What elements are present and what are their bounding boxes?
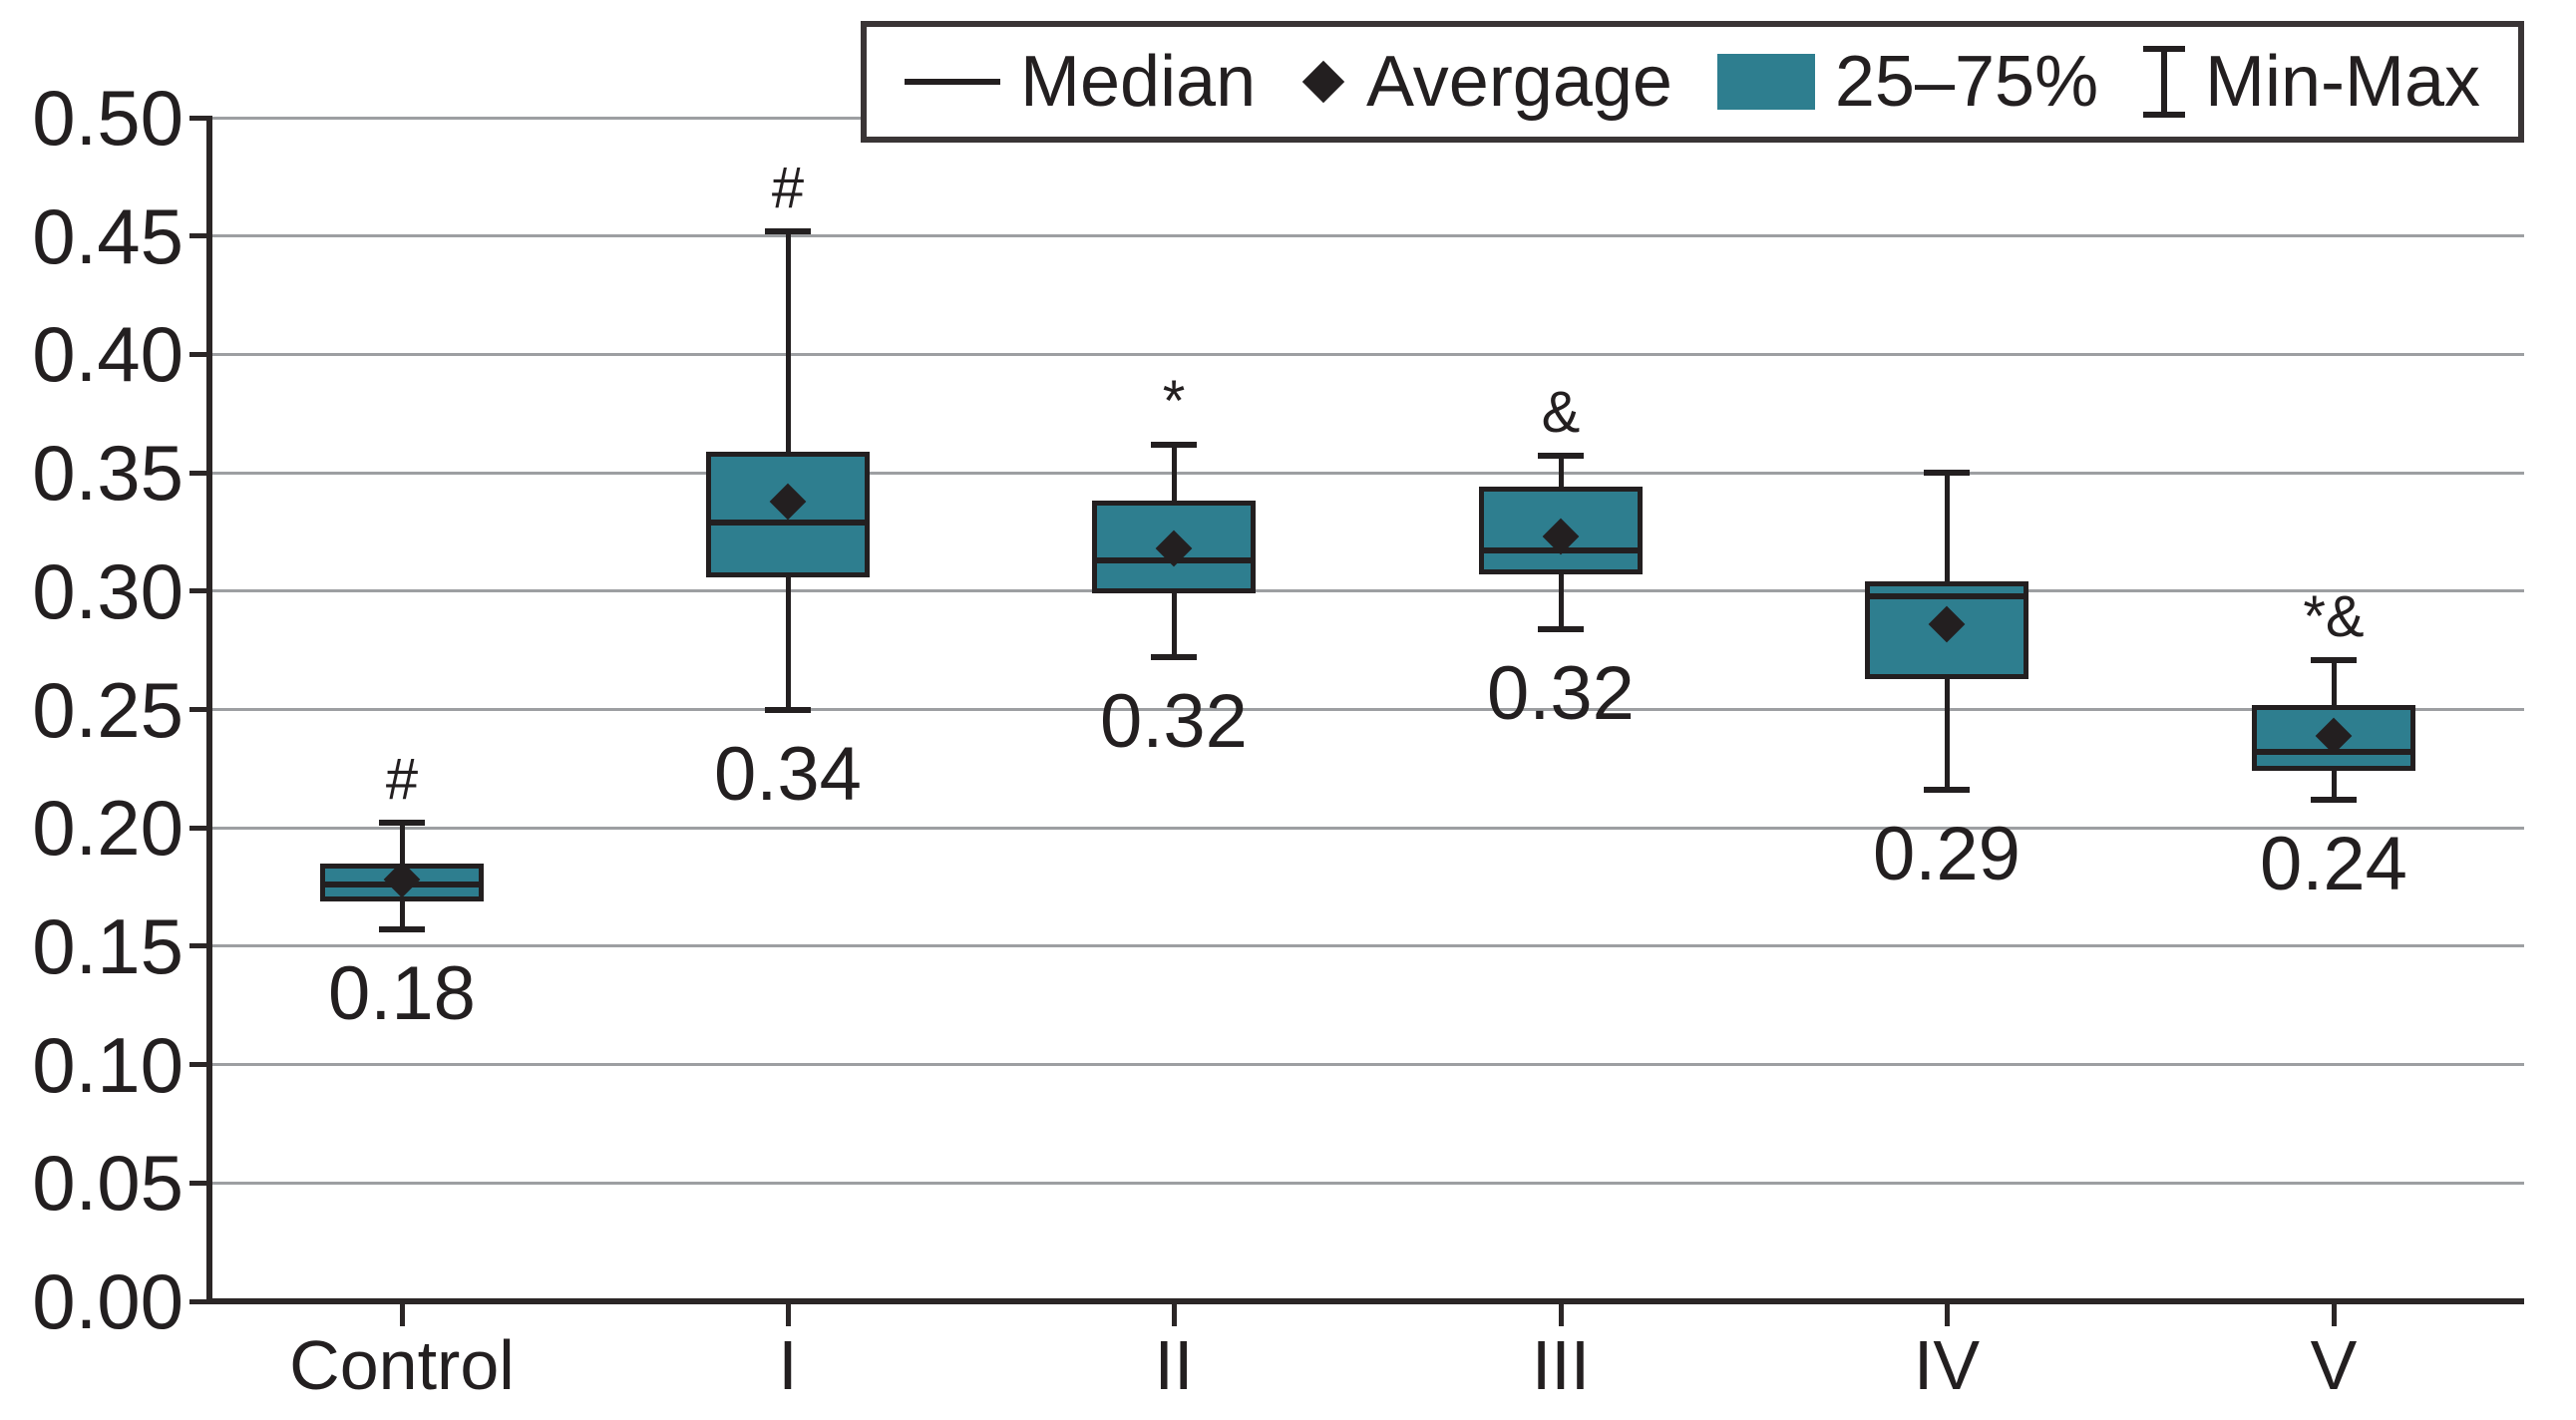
- legend-label-average: Avergage: [1366, 42, 1672, 122]
- gridline: [209, 471, 2524, 475]
- y-tick-label: 0.05: [32, 1139, 184, 1228]
- annotation: *&: [2303, 583, 2365, 649]
- y-tick-label: 0.40: [32, 310, 184, 399]
- y-tick-label: 0.50: [32, 74, 184, 162]
- value-label: 0.18: [328, 951, 476, 1037]
- legend-item-average: Avergage: [1300, 46, 1672, 118]
- annotation: &: [1541, 380, 1581, 446]
- box-swatch-icon: [1716, 54, 1815, 110]
- annotation: #: [385, 747, 419, 813]
- value-label: 0.32: [1100, 679, 1248, 765]
- legend-label-minmax: Min-Max: [2204, 42, 2480, 122]
- x-tick-label: II: [1154, 1326, 1194, 1404]
- gridline: [209, 234, 2524, 238]
- value-label: 0.24: [2260, 821, 2407, 906]
- gridline: [209, 826, 2524, 830]
- y-tick: [189, 1180, 209, 1186]
- y-tick-label: 0.20: [32, 784, 184, 873]
- y-tick: [189, 943, 209, 949]
- y-tick: [189, 351, 209, 357]
- annotation: #: [771, 155, 805, 220]
- y-tick-label: 0.45: [32, 191, 184, 280]
- legend-label-iqr: 25–75%: [1834, 42, 2099, 122]
- y-axis: [206, 116, 212, 1304]
- whisker-cap-top: [1151, 441, 1197, 448]
- y-tick: [189, 233, 209, 239]
- y-tick-label: 0.15: [32, 901, 184, 990]
- value-label: 0.34: [714, 731, 862, 817]
- x-tick: [1558, 1304, 1564, 1326]
- x-tick-label: Control: [289, 1326, 515, 1404]
- whisker-cap-bottom: [2311, 796, 2357, 803]
- y-tick-label: 0.00: [32, 1257, 184, 1345]
- whisker-cap-bottom: [1151, 654, 1197, 661]
- x-tick: [1171, 1304, 1177, 1326]
- median-line-icon: [905, 79, 1000, 85]
- x-tick: [785, 1304, 791, 1326]
- x-axis: [206, 1298, 2524, 1304]
- whisker-cap-top: [765, 227, 811, 234]
- whisker-cap-top: [379, 820, 425, 827]
- x-tick-label: IV: [1913, 1326, 1981, 1404]
- y-tick: [189, 825, 209, 831]
- whisker-cap-bottom: [1538, 625, 1584, 632]
- median-line: [1865, 592, 2028, 599]
- gridline: [209, 1063, 2524, 1067]
- whisker-cap-top: [1924, 470, 1970, 477]
- gridline: [209, 944, 2524, 948]
- gridline: [209, 352, 2524, 356]
- x-tick: [1944, 1304, 1950, 1326]
- whisker-cap-bottom: [765, 706, 811, 713]
- y-tick: [189, 588, 209, 594]
- y-tick: [189, 1298, 209, 1304]
- legend-item-minmax: Min-Max: [2142, 42, 2480, 122]
- annotation: *: [1162, 368, 1186, 434]
- gridline: [209, 708, 2524, 711]
- whisker-cap-top: [2311, 656, 2357, 663]
- whisker-cap-bottom: [379, 926, 425, 933]
- y-tick: [189, 1062, 209, 1068]
- legend-label-median: Median: [1020, 42, 1257, 122]
- median-line: [706, 519, 870, 526]
- value-label: 0.29: [1873, 812, 2021, 897]
- legend: Median Avergage 25–75% Min-Max: [861, 21, 2524, 143]
- whisker-cap-top: [1538, 453, 1584, 460]
- legend-item-iqr: 25–75%: [1716, 42, 2099, 122]
- legend-item-median: Median: [905, 46, 1256, 118]
- minmax-whisker-icon: [2142, 46, 2185, 118]
- gridline: [209, 589, 2524, 593]
- y-tick: [189, 470, 209, 476]
- whisker-cap-bottom: [1924, 787, 1970, 794]
- value-label: 0.32: [1487, 650, 1635, 736]
- x-tick-label: I: [778, 1326, 798, 1404]
- y-tick-label: 0.35: [32, 429, 184, 518]
- y-tick: [189, 707, 209, 712]
- gridline: [209, 1181, 2524, 1185]
- x-tick: [399, 1304, 405, 1326]
- x-tick-label: III: [1531, 1326, 1591, 1404]
- x-tick: [2331, 1304, 2337, 1326]
- y-tick-label: 0.25: [32, 665, 184, 754]
- y-tick: [189, 115, 209, 121]
- iqr-box: [2252, 704, 2415, 772]
- y-tick-label: 0.30: [32, 546, 184, 635]
- x-tick-label: V: [2310, 1326, 2358, 1404]
- average-diamond-icon: [1301, 60, 1345, 104]
- y-tick-label: 0.10: [32, 1020, 184, 1109]
